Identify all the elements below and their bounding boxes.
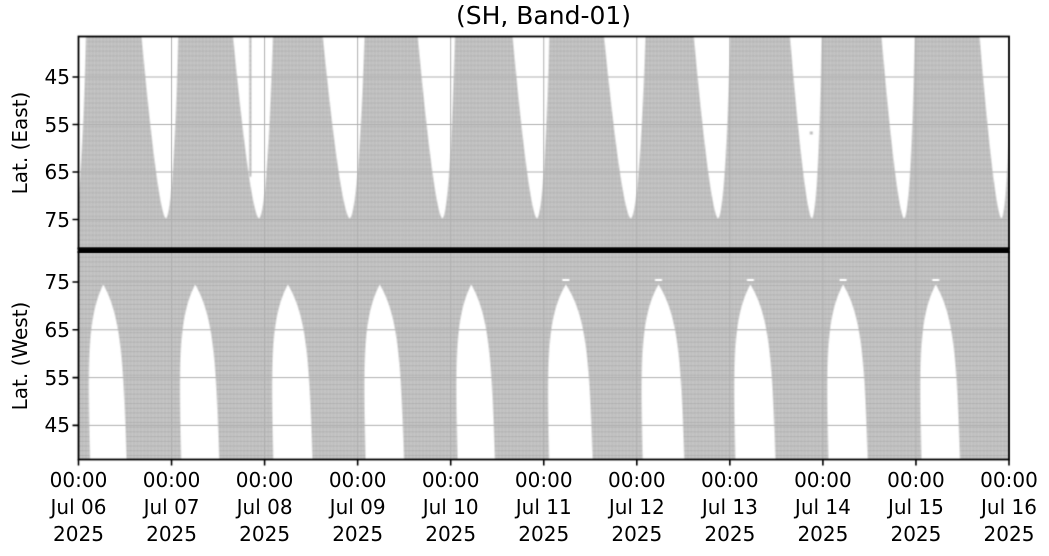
y-tick-label: 45	[44, 413, 70, 438]
x-tick-label: 00:00 Jul 13 2025	[701, 468, 759, 546]
x-tick-label: 00:00 Jul 08 2025	[235, 468, 294, 546]
y-tick-label: 75	[44, 207, 70, 232]
y-tick-label: 45	[44, 65, 70, 89]
x-tick-label: 00:00 Jul 16 2025	[980, 468, 1038, 546]
x-tick-label: 00:00 Jul 07 2025	[142, 468, 201, 546]
y-tick-label: 65	[44, 317, 70, 342]
y-tick-label: 55	[44, 365, 70, 390]
x-tick-label: 00:00 Jul 10 2025	[421, 468, 480, 546]
plot-title: (SH, Band-01)	[455, 1, 632, 30]
y-tick-label: 75	[44, 270, 70, 294]
x-tick-label: 00:00 Jul 09 2025	[328, 468, 387, 546]
x-tick-label: 00:00 Jul 15 2025	[887, 468, 945, 546]
x-tick-label: 00:00 Jul 12 2025	[607, 468, 666, 546]
x-tick-label: 00:00 Jul 11 2025	[514, 468, 573, 546]
x-tick-label: 00:00 Jul 14 2025	[794, 468, 852, 546]
y-tick-label: 55	[44, 112, 70, 137]
y-tick-label: 65	[44, 160, 70, 184]
x-tick-label: 00:00 Jul 06 2025	[49, 468, 108, 546]
